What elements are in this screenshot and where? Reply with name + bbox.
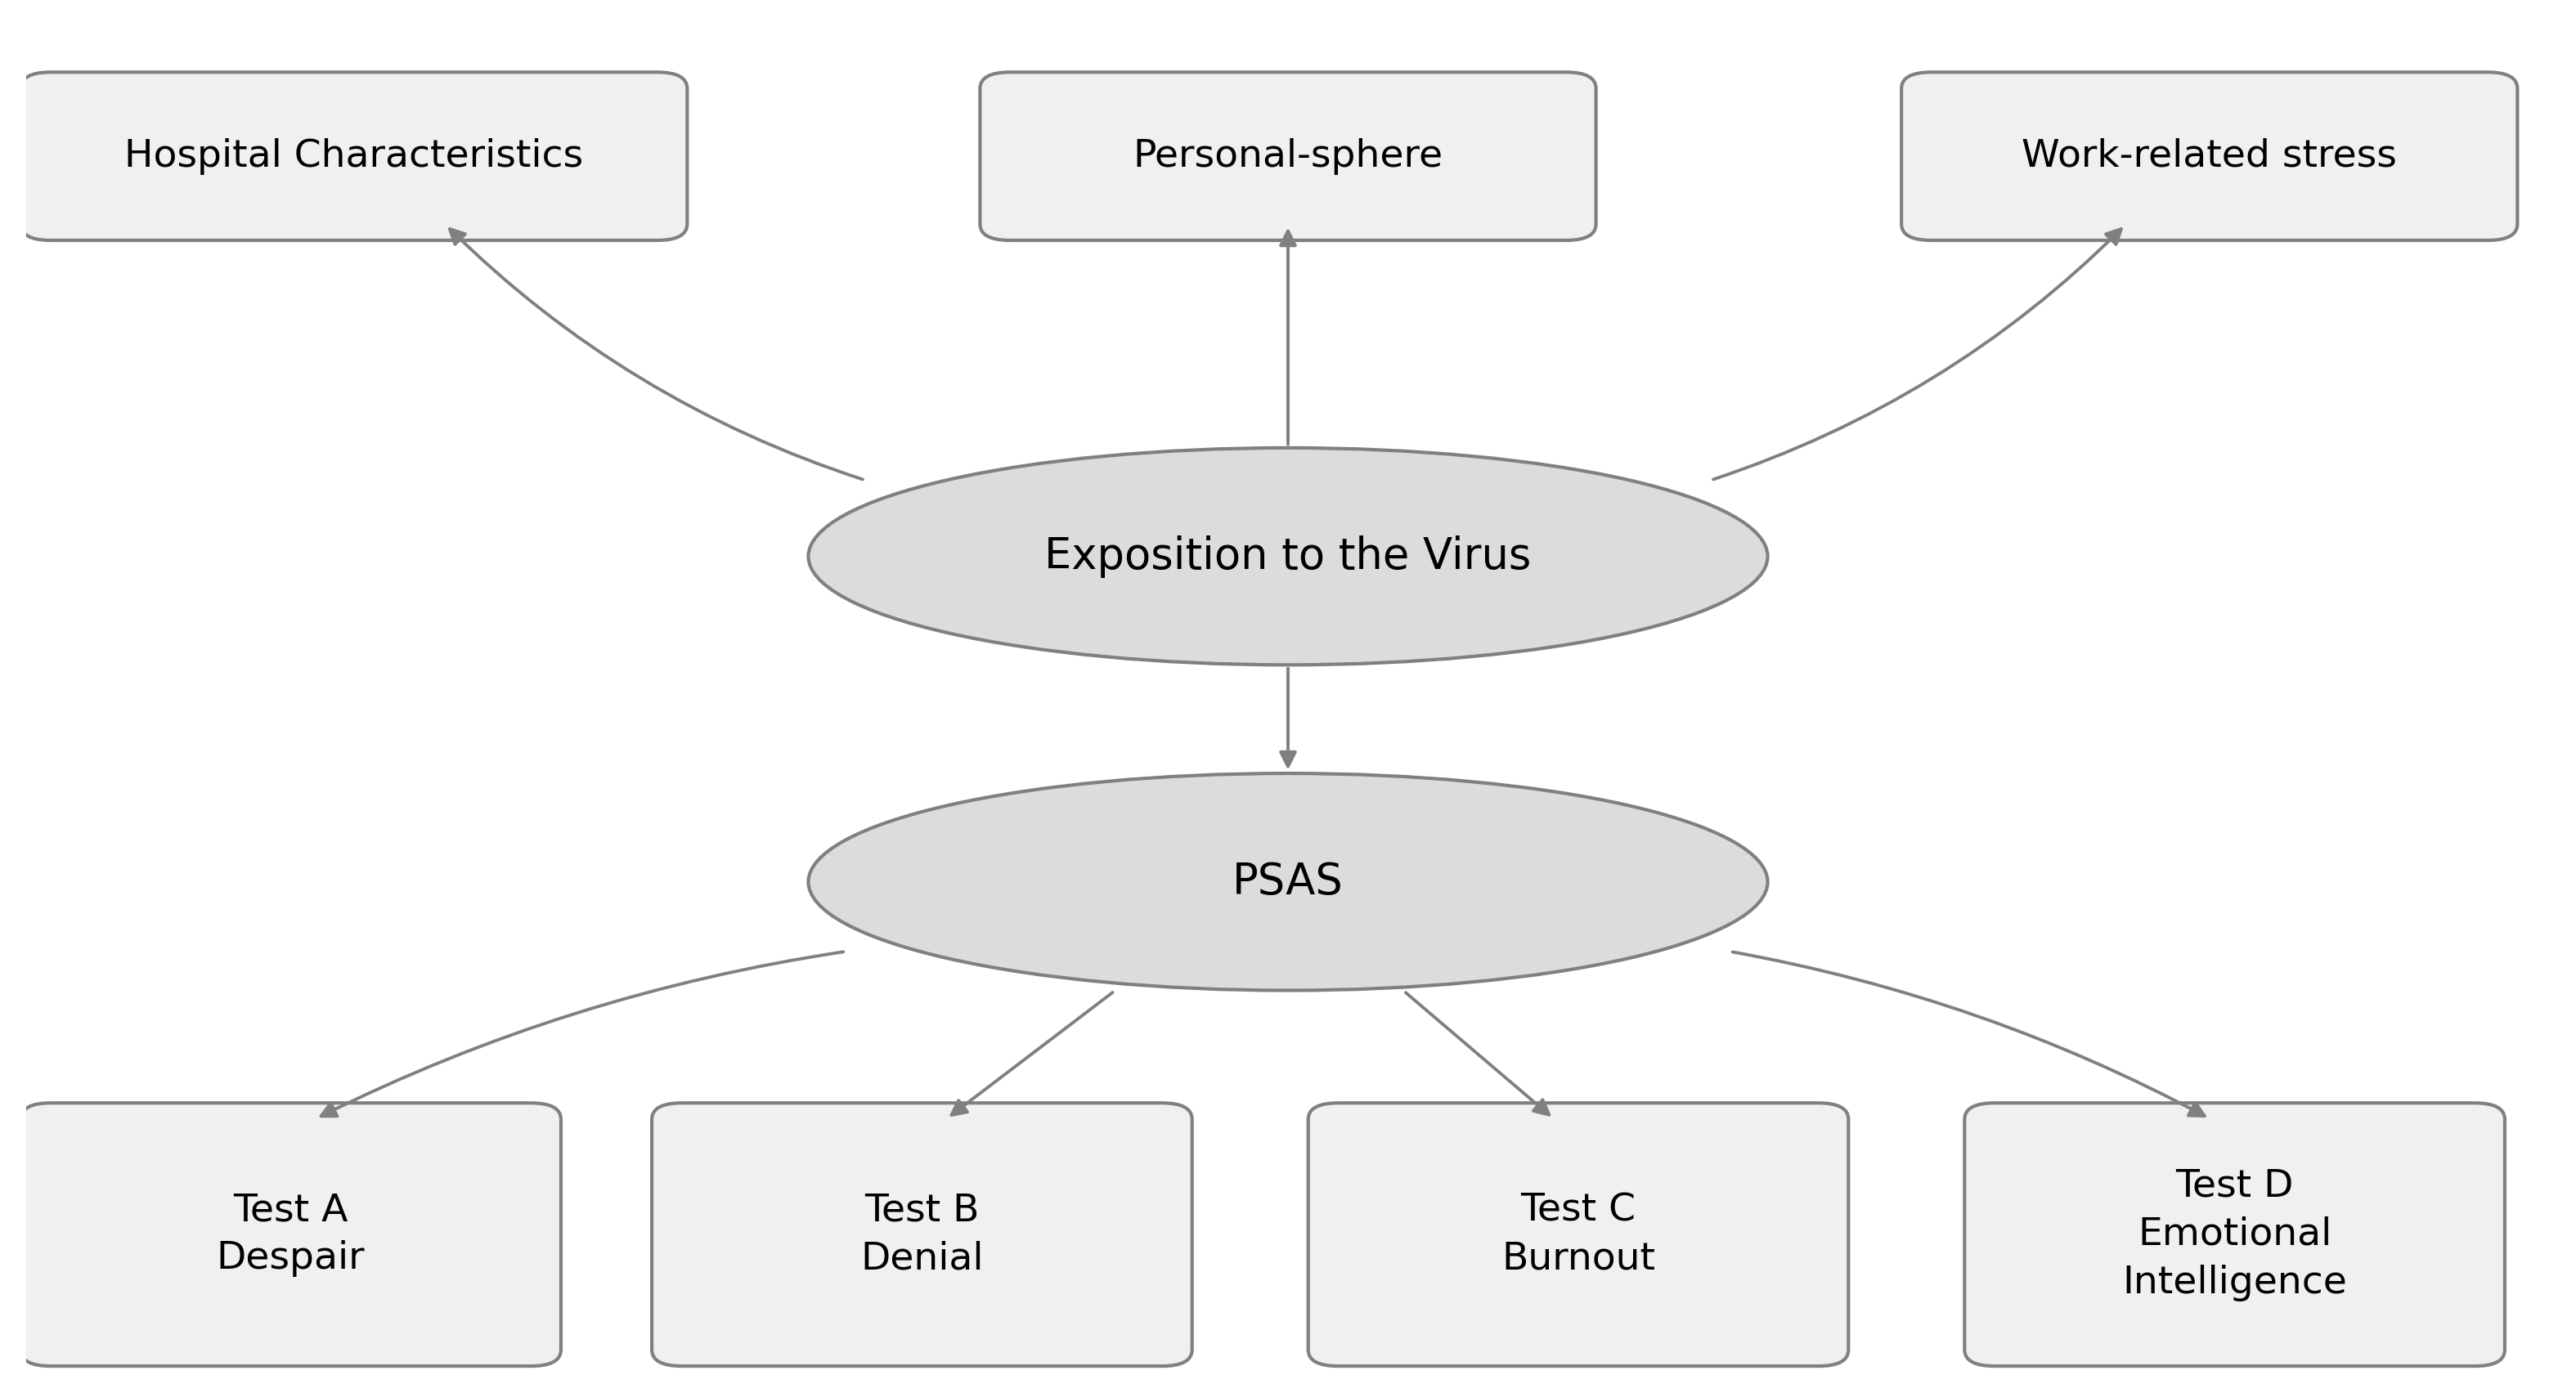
Text: Test B
Denial: Test B Denial <box>860 1192 984 1277</box>
FancyBboxPatch shape <box>979 72 1597 241</box>
Ellipse shape <box>809 774 1767 991</box>
Text: Test D
Emotional
Intelligence: Test D Emotional Intelligence <box>2123 1168 2347 1301</box>
Text: Personal-sphere: Personal-sphere <box>1133 138 1443 174</box>
Text: Test C
Burnout: Test C Burnout <box>1502 1192 1656 1277</box>
Text: Exposition to the Virus: Exposition to the Virus <box>1043 536 1533 577</box>
FancyArrowPatch shape <box>451 228 863 479</box>
FancyBboxPatch shape <box>21 1103 562 1366</box>
FancyBboxPatch shape <box>1965 1103 2504 1366</box>
FancyArrowPatch shape <box>1734 952 2205 1116</box>
FancyArrowPatch shape <box>1406 992 1548 1114</box>
Text: PSAS: PSAS <box>1231 861 1345 904</box>
Text: Hospital Characteristics: Hospital Characteristics <box>124 138 582 174</box>
FancyBboxPatch shape <box>652 1103 1193 1366</box>
FancyArrowPatch shape <box>1280 231 1296 444</box>
Text: Test A
Despair: Test A Despair <box>216 1192 366 1277</box>
Text: Work-related stress: Work-related stress <box>2022 138 2398 174</box>
FancyBboxPatch shape <box>1901 72 2517 241</box>
FancyBboxPatch shape <box>21 72 688 241</box>
FancyArrowPatch shape <box>1280 668 1296 767</box>
Ellipse shape <box>809 448 1767 664</box>
FancyArrowPatch shape <box>1713 228 2120 479</box>
FancyBboxPatch shape <box>1309 1103 1850 1366</box>
FancyArrowPatch shape <box>322 952 842 1116</box>
FancyArrowPatch shape <box>951 992 1113 1116</box>
